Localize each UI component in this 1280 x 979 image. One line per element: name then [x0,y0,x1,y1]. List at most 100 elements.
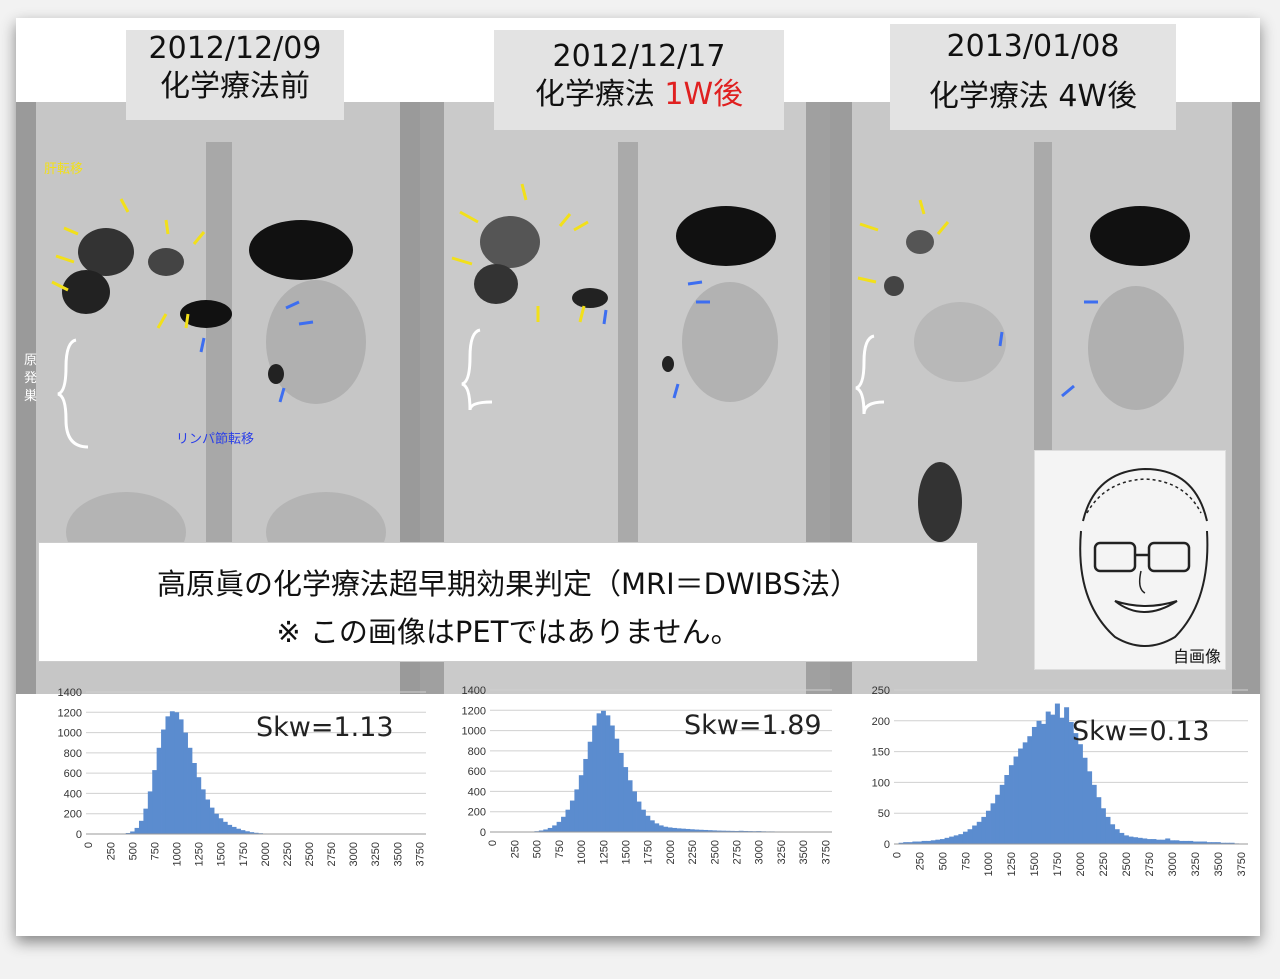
histogram-pre: 0 200 400 600 800 1000 1200 1400 0 250 500 750 1000 1… [34,680,436,936]
histogram-bar [663,826,669,832]
histogram-bar [1110,824,1116,844]
histogram-bar [676,828,682,832]
x-tick-label: 0 [891,852,903,858]
histogram-bar [1123,835,1129,844]
histogram-bar [236,828,241,834]
date-box-1w: 2012/12/17 化学療法 1W後 [494,30,784,130]
skewness-label: Skw=1.89 [684,710,822,741]
histogram-bar [240,830,246,834]
portrait-label: 自画像 [1172,647,1221,666]
histogram-bar [627,780,633,832]
x-tick-label: 2000 [260,842,272,866]
x-tick-label: 2250 [282,842,294,866]
x-tick-label: 500 [532,840,544,858]
histogram-bar [976,821,982,844]
histogram-bar [556,821,562,832]
x-tick-label: 1250 [1006,852,1018,876]
histogram-bar [1008,765,1014,844]
x-tick-label: 3500 [392,842,404,866]
histogram-bar [249,832,255,834]
histogram-bar [552,825,558,832]
x-tick-label: 3250 [1190,852,1202,876]
treatment-highlight: 1W後 [664,77,744,112]
histogram-bar [1142,838,1148,844]
histogram-bar [1137,837,1143,844]
histogram-bar [738,830,744,832]
histogram-bar [547,827,553,832]
histogram-bar [1068,722,1074,844]
histogram-bar [1018,748,1024,844]
x-tick-label: 1000 [172,842,184,866]
x-tick-label: 250 [914,852,926,870]
x-tick-label: 2500 [304,842,316,866]
histogram-bar [1119,832,1125,844]
y-tick-label: 1400 [58,687,82,699]
histogram-bar [147,791,153,834]
histogram-bar [967,829,973,844]
y-tick-label: 0 [480,827,486,839]
histogram-bar [716,830,722,832]
x-tick-label: 250 [509,840,521,858]
histogram-4w: 0 50 100 150 200 250 0 250 500 750 1000 1250 1500 175… [842,680,1258,936]
liver-metastasis-label: 肝転移 [44,162,84,177]
histogram-bar [926,840,932,844]
histogram-bar [698,829,704,832]
histogram-bar [578,775,584,832]
x-tick-label: 0 [487,840,499,846]
histogram-bar [725,830,731,832]
x-tick-label: 3250 [776,840,788,864]
x-tick-label: 750 [960,852,972,870]
histogram-bar [196,777,202,834]
histogram-bar [658,825,664,832]
x-tick-label: 1000 [983,852,995,876]
histogram-bar [972,825,978,844]
x-tick-label: 0 [83,842,95,848]
caption-note: ※ この画像はPETではありません。 [276,615,740,649]
histogram-bar [538,830,544,832]
histogram-bar [1013,756,1019,844]
histogram-bar [930,840,936,844]
histogram-bar [1096,797,1102,844]
mri-scan-pre-chemo: 肝転移 原発巣 リンパ節転移 [16,102,420,694]
caption-title: 高原眞の化学療法超早期効果判定（MRI＝DWIBS法） [156,567,860,601]
histogram-bar [1146,839,1152,844]
y-tick-label: 1200 [462,705,486,717]
histogram-bar [1064,707,1070,844]
y-tick-label: 250 [872,685,890,697]
skewness-label: Skw=1.13 [256,712,394,743]
x-tick-label: 3750 [820,840,832,864]
y-tick-label: 1400 [462,685,486,697]
histogram-bar [985,810,991,844]
x-tick-label: 2250 [687,840,699,864]
histogram-bar [632,791,637,832]
histogram-bar [1202,841,1208,844]
histogram-bar [694,829,700,832]
histogram-bar [995,794,1001,844]
histogram-bar [1179,840,1185,844]
histogram-bar [645,815,651,832]
histogram-bar [707,830,713,832]
histogram-bar [1206,842,1212,844]
histogram-bar [734,830,740,832]
histogram-bar [1192,841,1198,844]
x-tick-label: 1250 [598,840,610,864]
histogram-bar [623,767,629,832]
y-tick-label: 200 [468,807,486,819]
histogram-bar [574,789,580,832]
histogram-bar [134,827,140,834]
histogram-bar [921,840,927,844]
histogram-bar [601,710,606,832]
x-tick-label: 1500 [620,840,632,864]
x-tick-label: 1500 [1029,852,1041,876]
x-tick-label: 1750 [238,842,250,866]
histogram-bar [618,752,624,832]
y-tick-label: 0 [76,829,82,841]
histogram-bar [729,830,735,832]
histogram-bar [1133,837,1139,844]
histogram-bar [916,841,922,844]
histogram-bar [209,807,215,834]
histogram-bar [205,799,211,834]
histogram-bar [949,836,955,844]
histogram-bar [1004,775,1010,844]
